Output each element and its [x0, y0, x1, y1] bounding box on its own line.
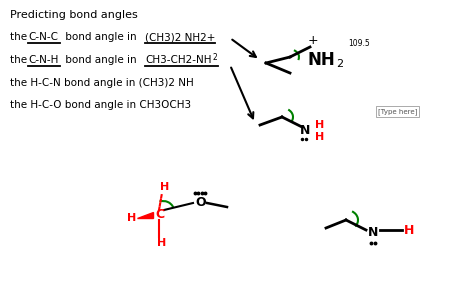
Text: bond angle in: bond angle in	[62, 55, 140, 65]
Polygon shape	[137, 212, 153, 218]
Text: H: H	[157, 238, 166, 248]
Text: the: the	[10, 32, 30, 42]
Text: H: H	[315, 120, 324, 130]
Text: +: +	[308, 33, 319, 47]
Text: N: N	[300, 124, 310, 136]
Text: the H-C-O bond angle in CH3OCH3: the H-C-O bond angle in CH3OCH3	[10, 100, 191, 110]
Text: the H-C-N bond angle in (CH3)2 NH: the H-C-N bond angle in (CH3)2 NH	[10, 78, 194, 88]
Text: NH: NH	[308, 51, 336, 69]
Text: the: the	[10, 55, 30, 65]
Text: H: H	[315, 132, 324, 142]
Text: 109.5: 109.5	[348, 39, 370, 47]
Text: (CH3)2 NH2+: (CH3)2 NH2+	[145, 32, 215, 42]
Text: 2: 2	[336, 59, 343, 69]
Text: H: H	[404, 223, 414, 237]
Text: C: C	[155, 208, 164, 221]
Text: 2: 2	[213, 53, 218, 62]
Text: CH3-CH2-NH: CH3-CH2-NH	[145, 55, 211, 65]
Text: C-N-C: C-N-C	[28, 32, 58, 42]
Text: C-N-H: C-N-H	[28, 55, 58, 65]
Text: H: H	[127, 213, 136, 223]
Text: bond angle in: bond angle in	[62, 32, 140, 42]
Text: H: H	[160, 182, 169, 192]
Text: [Type here]: [Type here]	[378, 108, 418, 115]
Text: O: O	[195, 196, 206, 210]
Text: N: N	[368, 227, 378, 239]
Text: Predicting bond angles: Predicting bond angles	[10, 10, 138, 20]
